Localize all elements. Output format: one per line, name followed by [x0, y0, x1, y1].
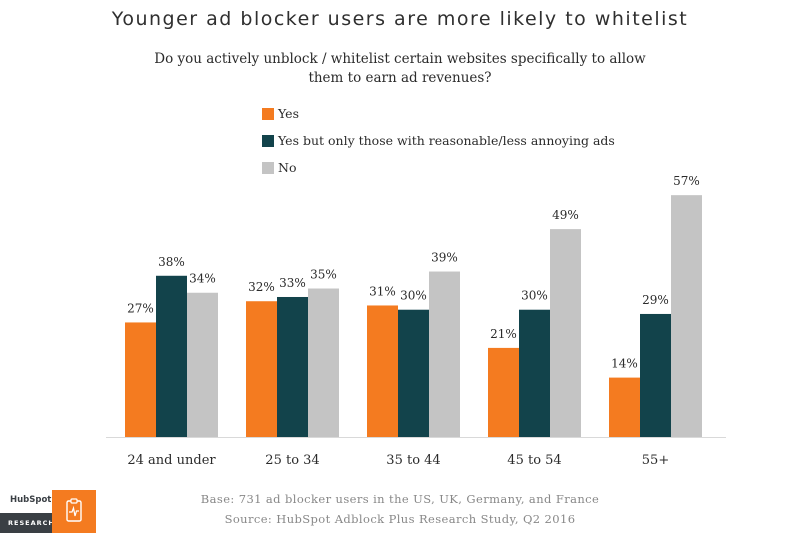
bar-no — [187, 292, 218, 437]
subtitle-line: them to earn ad revenues? — [308, 70, 492, 86]
data-label: 39% — [431, 251, 458, 265]
data-label: 49% — [552, 208, 579, 222]
data-label: 34% — [189, 272, 216, 286]
legend-swatch — [262, 134, 274, 147]
bar-yes — [246, 301, 277, 437]
logo-brand: HubSpot — [10, 495, 52, 505]
category-label: 45 to 54 — [507, 453, 561, 468]
bar-yes — [367, 305, 398, 437]
data-label: 21% — [490, 327, 517, 341]
data-label: 29% — [642, 293, 669, 307]
legend-label: No — [278, 160, 297, 175]
legend-label: Yes — [278, 106, 299, 121]
bar-no — [671, 195, 702, 437]
data-label: 14% — [611, 357, 638, 371]
category-label: 24 and under — [127, 453, 216, 468]
bar-yes-reasonable — [640, 313, 671, 437]
bar-yes — [488, 347, 519, 437]
bar-yes-reasonable — [156, 275, 187, 437]
bar-yes-reasonable — [519, 309, 550, 437]
footer-base: Base: 731 ad blocker users in the US, UK… — [200, 492, 600, 506]
data-label: 35% — [310, 268, 337, 282]
chart-subtitle: Do you actively unblock / whitelist cert… — [100, 50, 700, 88]
legend-label: Yes but only those with reasonable/less … — [278, 133, 615, 148]
data-label: 38% — [158, 255, 185, 269]
data-label: 33% — [279, 276, 306, 290]
hubspot-research-logo: HubSpot RESEARCH — [0, 490, 96, 533]
data-label: 32% — [248, 280, 275, 294]
bar-yes — [125, 322, 156, 437]
category-label: 55+ — [642, 453, 669, 468]
footer-source: Source: HubSpot Adblock Plus Research St… — [224, 512, 576, 526]
data-label: 30% — [521, 289, 548, 303]
data-label: 27% — [127, 301, 154, 315]
bar-yes — [609, 377, 640, 437]
logo-label: RESEARCH — [0, 513, 54, 533]
legend-swatch — [262, 107, 274, 120]
data-label: 57% — [673, 174, 700, 188]
legend-item-yes: Yes — [262, 100, 615, 127]
legend-item-yes-reasonable: Yes but only those with reasonable/less … — [262, 127, 615, 154]
bar-yes-reasonable — [277, 296, 308, 437]
data-label: 31% — [369, 284, 396, 298]
chart-legend: Yes Yes but only those with reasonable/l… — [262, 100, 615, 181]
bar-no — [429, 271, 460, 437]
bar-yes-reasonable — [398, 309, 429, 437]
category-label: 35 to 44 — [386, 453, 440, 468]
subtitle-line: Do you actively unblock / whitelist cert… — [154, 51, 646, 67]
bar-no — [308, 288, 339, 437]
legend-swatch — [262, 161, 274, 174]
clipboard-pulse-icon — [52, 490, 96, 533]
category-label: 25 to 34 — [265, 453, 319, 468]
legend-item-no: No — [262, 154, 615, 181]
chart-title: Younger ad blocker users are more likely… — [111, 8, 689, 30]
data-label: 30% — [400, 289, 427, 303]
bar-no — [550, 229, 581, 437]
